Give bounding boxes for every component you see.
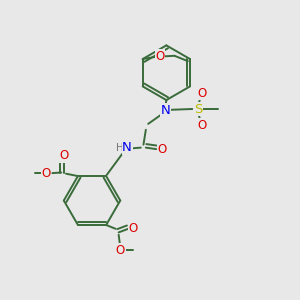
Text: O: O — [41, 167, 51, 180]
Text: O: O — [116, 244, 125, 257]
Text: O: O — [59, 149, 68, 162]
Text: O: O — [197, 119, 207, 132]
Text: O: O — [155, 50, 164, 63]
Text: O: O — [129, 222, 138, 235]
Text: N: N — [122, 141, 132, 154]
Text: N: N — [160, 104, 170, 117]
Text: O: O — [158, 142, 167, 156]
Text: O: O — [197, 87, 207, 100]
Text: H: H — [116, 143, 124, 153]
Text: S: S — [194, 103, 202, 116]
